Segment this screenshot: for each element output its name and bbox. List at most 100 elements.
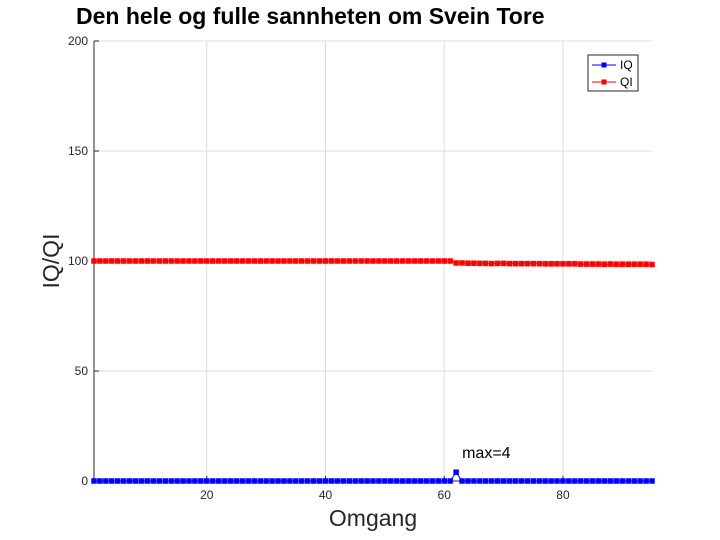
data-point — [589, 478, 596, 484]
data-point — [299, 478, 305, 484]
data-point — [631, 478, 637, 484]
data-point — [560, 261, 566, 267]
data-point — [382, 258, 388, 264]
data-point — [204, 478, 210, 484]
data-point — [625, 261, 632, 268]
data-point — [506, 260, 513, 267]
data-point — [595, 478, 602, 484]
data-point — [417, 258, 424, 264]
data-point — [132, 478, 139, 484]
data-point — [114, 478, 121, 484]
data-point — [613, 478, 620, 484]
data-point — [126, 478, 133, 484]
data-point — [631, 261, 637, 268]
data-point — [209, 478, 216, 484]
data-point — [447, 478, 453, 484]
data-point — [269, 478, 275, 484]
data-point — [358, 258, 364, 264]
legend-entry-qi: QI — [620, 75, 633, 89]
data-point — [554, 478, 560, 484]
data-point — [453, 260, 459, 266]
data-point — [328, 478, 335, 484]
data-point — [429, 478, 436, 484]
data-point — [459, 260, 465, 266]
data-point — [186, 258, 192, 264]
data-point — [512, 478, 519, 484]
data-point — [393, 258, 400, 264]
data-point — [649, 261, 655, 268]
data-point — [221, 478, 228, 484]
data-point — [483, 478, 489, 484]
y-tick-label: 200 — [68, 34, 88, 48]
data-point — [186, 478, 192, 484]
data-point — [245, 258, 252, 264]
y-axis-label: IQ/QI — [38, 234, 64, 289]
data-point — [126, 258, 133, 264]
data-point — [417, 478, 424, 484]
data-point — [221, 258, 228, 264]
data-point — [388, 258, 394, 264]
data-point — [316, 258, 323, 264]
data-point — [257, 478, 263, 484]
data-point — [114, 258, 121, 264]
data-point — [215, 478, 222, 484]
data-point — [103, 478, 109, 484]
data-point — [465, 260, 471, 266]
data-point — [405, 258, 412, 264]
data-point — [477, 260, 483, 267]
data-point — [500, 478, 507, 484]
data-point — [441, 478, 447, 484]
data-point — [512, 260, 519, 267]
data-point — [583, 478, 590, 484]
data-point — [91, 478, 97, 484]
data-point — [572, 261, 578, 267]
data-point — [340, 478, 347, 484]
data-point — [138, 258, 145, 264]
data-point — [566, 261, 572, 267]
data-point — [506, 478, 513, 484]
data-point — [227, 478, 234, 484]
data-point — [198, 258, 204, 264]
data-point — [364, 258, 370, 264]
data-point — [310, 478, 317, 484]
data-point — [304, 478, 311, 484]
data-point — [156, 258, 163, 264]
data-point — [168, 478, 174, 484]
x-tick-label: 80 — [556, 488, 570, 502]
data-point — [607, 478, 614, 484]
data-point — [435, 478, 442, 484]
data-point — [494, 260, 501, 267]
data-point — [649, 478, 655, 484]
y-tick-label: 0 — [81, 474, 88, 488]
data-point — [465, 478, 471, 484]
data-point — [328, 258, 335, 264]
data-point — [334, 258, 341, 264]
data-point — [370, 478, 376, 484]
data-point — [227, 258, 234, 264]
data-point — [643, 478, 649, 484]
legend-marker — [601, 79, 607, 85]
data-point — [471, 260, 477, 266]
data-point — [281, 258, 287, 264]
data-point — [91, 258, 97, 264]
data-point — [530, 478, 537, 484]
data-point — [287, 258, 293, 264]
data-point — [637, 261, 643, 268]
data-point — [572, 478, 578, 484]
data-point — [595, 261, 602, 267]
data-point — [275, 478, 281, 484]
data-point — [548, 261, 554, 267]
data-point — [120, 258, 127, 264]
data-point — [411, 478, 418, 484]
data-point — [316, 478, 323, 484]
data-point — [245, 478, 252, 484]
data-point — [263, 258, 269, 264]
legend: IQ QI — [587, 54, 639, 92]
data-point — [352, 258, 358, 264]
data-point — [441, 258, 447, 264]
data-point — [376, 478, 382, 484]
data-point — [322, 478, 329, 484]
x-axis-label: Omgang — [329, 505, 417, 531]
data-point — [393, 478, 400, 484]
data-point — [583, 261, 590, 267]
